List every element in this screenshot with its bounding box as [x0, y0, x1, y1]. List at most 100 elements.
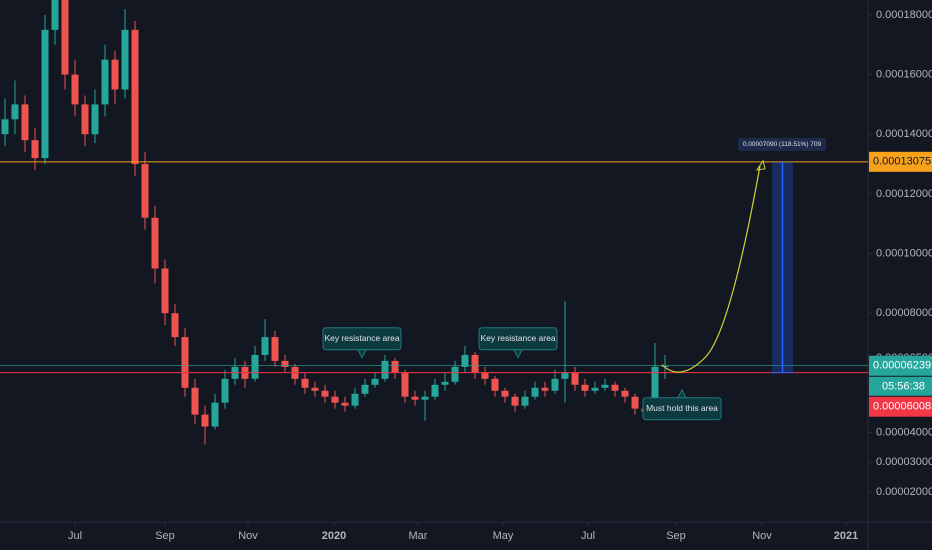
y-tick-label: 0.00003000	[876, 456, 932, 468]
candle-body	[521, 396, 529, 406]
candle-body	[351, 393, 359, 406]
x-tick-label: Sep	[666, 530, 686, 542]
callout-text: Key resistance area	[324, 333, 399, 343]
candle-body	[181, 337, 189, 388]
candle-body	[261, 337, 269, 355]
candle-body	[41, 29, 49, 159]
candle-body	[131, 29, 139, 165]
candle-body	[221, 378, 229, 403]
candle-body	[61, 0, 69, 75]
y-tick-label: 0.00012000	[876, 188, 932, 200]
candle-body	[411, 396, 419, 400]
price-label-bg	[869, 151, 932, 172]
candle-body	[101, 59, 109, 105]
x-tick-label: May	[493, 530, 514, 542]
price-label: 0.00006008	[873, 401, 931, 413]
candle-body	[501, 390, 509, 397]
candle-body	[311, 387, 319, 391]
x-tick-label: 2020	[322, 530, 346, 542]
callout-pointer	[513, 349, 523, 359]
candle-body	[251, 354, 259, 379]
x-tick-label: Jul	[68, 530, 82, 542]
price-label: 0.00013075	[873, 156, 931, 168]
candle-body	[391, 360, 399, 373]
y-tick-label: 0.00004000	[876, 426, 932, 438]
candle-body	[581, 384, 589, 391]
candle-body	[11, 104, 19, 120]
callout-pointer	[357, 349, 367, 359]
candle-body	[431, 384, 439, 397]
projection-arrow	[755, 159, 766, 171]
y-tick-label: 0.00014000	[876, 128, 932, 140]
candle-body	[631, 396, 639, 409]
callout-text: Key resistance area	[480, 333, 555, 343]
x-tick-label: Nov	[752, 530, 772, 542]
plot-area: Key resistance area Key resistance area Mu…	[0, 0, 868, 445]
y-tick-label: 0.00016000	[876, 68, 932, 80]
candle-body	[21, 104, 29, 141]
x-tick-label: Mar	[409, 530, 428, 542]
countdown: 05:56:38	[882, 381, 925, 393]
candle-body	[371, 378, 379, 385]
candle-body	[571, 372, 579, 385]
x-tick-label: Nov	[238, 530, 258, 542]
candle-body	[141, 164, 149, 218]
candle-body	[601, 384, 609, 388]
candle-body	[561, 372, 569, 379]
candle-body	[91, 104, 99, 135]
candle-body	[81, 104, 89, 135]
candle-body	[511, 396, 519, 406]
candle-body	[361, 384, 369, 394]
candle-body	[201, 414, 209, 427]
projection-curve	[661, 165, 761, 373]
candle-body	[471, 354, 479, 373]
candle-body	[111, 59, 119, 90]
measure-label-bg	[738, 137, 826, 151]
y-tick-label: 0.00010000	[876, 247, 932, 259]
candle-body	[1, 119, 9, 135]
candle-body	[271, 337, 279, 361]
candle-body	[401, 372, 409, 397]
candle-body	[121, 29, 129, 90]
candle-body	[381, 360, 389, 379]
candle-body	[491, 378, 499, 391]
price-label: 0.00006239	[873, 360, 931, 372]
candle-body	[71, 74, 79, 105]
candle-body	[301, 378, 309, 388]
candle-body	[451, 366, 459, 382]
y-tick-label: 0.00002000	[876, 486, 932, 498]
candle-body	[161, 268, 169, 314]
callout-pointer	[677, 388, 687, 399]
candle-body	[31, 140, 39, 159]
candle-body	[421, 396, 429, 400]
measure-label: 0.00007090 (118.51%) 709	[743, 141, 822, 148]
candle-body	[191, 387, 199, 415]
x-tick-label: 2021	[834, 530, 858, 542]
candle-body	[211, 402, 219, 427]
candle-body	[481, 372, 489, 379]
y-tick-label: 0.00008000	[876, 307, 932, 319]
candle-body	[171, 313, 179, 338]
candle-body	[541, 387, 549, 391]
candle-body	[621, 390, 629, 397]
callout-text: Must hold this area	[646, 403, 718, 413]
x-tick-label: Sep	[155, 530, 175, 542]
x-tick-label: Jul	[581, 530, 595, 542]
countdown-bg	[869, 376, 932, 396]
candle-body	[651, 366, 659, 412]
candle-body	[281, 360, 289, 367]
candle-body	[661, 365, 669, 367]
candle-body	[531, 387, 539, 397]
candle-body	[51, 0, 59, 30]
candle-body	[611, 384, 619, 391]
candle-body	[441, 381, 449, 385]
candle-body	[551, 378, 559, 391]
candle-body	[591, 387, 599, 391]
price-label-bg	[869, 355, 932, 376]
y-tick-label: 0.00018000	[876, 9, 932, 21]
price-label-bg	[869, 396, 932, 417]
candle-body	[331, 396, 339, 403]
candle-body	[461, 354, 469, 367]
candle-body	[321, 390, 329, 397]
